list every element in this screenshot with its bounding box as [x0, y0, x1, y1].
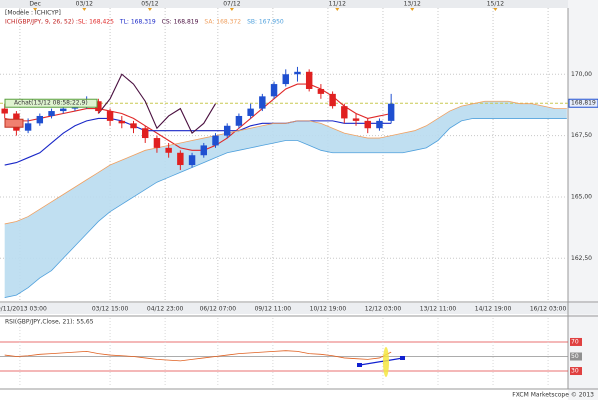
candle-body [106, 111, 114, 121]
candle-body [294, 71, 301, 75]
y-tick-label: 167,50 [571, 132, 592, 139]
candle-body [305, 71, 313, 89]
x-tick-label: 13/12 11:00 [420, 306, 457, 313]
x-top-tick-marker [229, 8, 234, 11]
buy-label: Achat(13/12 08:58;22,9) [14, 100, 88, 107]
candle-body [212, 135, 219, 146]
candle-body [60, 108, 67, 112]
x-top-tick-label: 07/12 [223, 1, 240, 8]
x-top-tick-marker [493, 8, 498, 11]
candle-body [200, 145, 207, 156]
candle-body [130, 123, 137, 129]
legend-entry: SB: 167,950 [247, 19, 284, 26]
x-top-tick-label: 13/12 [404, 1, 421, 8]
candle-body [223, 125, 231, 136]
legend-entry: SL: 168,425 [78, 19, 114, 26]
x-top-tick-marker [147, 8, 152, 11]
x-tick-label: 29/11/2013 03:00 [0, 306, 47, 313]
y-tick-label: 162,50 [571, 255, 592, 262]
x-top-tick-marker [335, 8, 340, 11]
x-tick-label: 16/12 03:00 [530, 306, 567, 313]
candle-body [235, 115, 243, 126]
indicator-line [4, 83, 392, 151]
candle-body [282, 74, 289, 85]
candle-body [341, 106, 348, 119]
candle-body [95, 101, 102, 112]
candle-body [1, 108, 8, 114]
x-top-tick-label: 15/12 [487, 1, 504, 8]
highlight [383, 347, 389, 377]
legend-entry: TL: 168,319 [119, 19, 156, 26]
candle-body [142, 128, 149, 139]
candle-body [317, 88, 325, 94]
candle-body [376, 120, 383, 129]
rsi-line [4, 350, 392, 362]
y-tick-label: 70 [571, 338, 579, 345]
candle-body [118, 120, 126, 124]
x-top-tick-marker [410, 8, 415, 11]
y-tick-label: 170,00 [571, 71, 592, 78]
x-tick-label: 03/12 15:00 [92, 306, 129, 313]
x-tick-label: 06/12 07:00 [200, 306, 237, 313]
model-label: [Modèle : ICHICYP] [5, 10, 61, 17]
trend-handle [357, 363, 362, 367]
level-tag [570, 367, 582, 376]
footer: FXCM Marketscope © 2013 [512, 392, 594, 399]
x-top-tick-marker [33, 8, 38, 11]
sell-box [4, 118, 24, 128]
x-top-tick-label: 05/12 [141, 1, 158, 8]
rsi-title: RSI(GBP/JPY,Close, 21): 55,65 [5, 319, 94, 326]
indicator-line [4, 117, 392, 166]
x-top-tick-label: 11/12 [329, 1, 346, 8]
bottom-strip [0, 303, 598, 314]
candle-body [247, 108, 254, 116]
x-tick-label: 10/12 19:00 [310, 306, 347, 313]
candle-body [153, 138, 161, 148]
x-tick-label: 09/12 11:00 [255, 306, 292, 313]
rsi-panel: 30 50 70 [0, 318, 582, 387]
candle-body [188, 155, 196, 166]
candle-body [177, 152, 184, 166]
y-tick-label: 30 [571, 368, 579, 375]
x-top-tick-label: 03/12 [76, 1, 93, 8]
buy-box [4, 98, 98, 108]
x-tick-label: 12/12 03:00 [365, 306, 402, 313]
price-box [568, 98, 598, 108]
y-tick-label: 50 [571, 353, 579, 360]
x-top-tick-marker [82, 8, 87, 11]
x-tick-label: 04/12 23:00 [147, 306, 184, 313]
x-tick-label: 14/12 19:00 [475, 306, 512, 313]
right-axis-strip [568, 0, 598, 400]
top-strip [0, 0, 598, 8]
trend-handle [400, 356, 405, 360]
candle-body [329, 93, 336, 107]
level-tag [570, 352, 582, 361]
indicator-line [4, 100, 567, 225]
candle-body [352, 118, 360, 121]
candle-body [387, 103, 395, 121]
indicator-line [97, 73, 216, 135]
legend-entry: SA: 168,372 [204, 19, 241, 26]
price-label: 168,819 [571, 100, 596, 107]
candle-body [48, 111, 55, 116]
y-tick-label: 165,00 [571, 193, 592, 200]
candle-body [270, 84, 278, 97]
legend-entry: CS: 168,819 [162, 19, 199, 26]
candle-body [259, 96, 266, 109]
candle-body [165, 147, 172, 153]
candle-body [36, 115, 44, 124]
candle-body [24, 123, 32, 131]
indicator-line [4, 118, 567, 298]
candle-body [364, 120, 371, 129]
main-panel: 162,50 165,00 167,50 170,00 29/11/2013 03:00… [0, 1, 598, 313]
level-tag [570, 337, 582, 346]
trend-line [359, 357, 404, 366]
x-top-tick-label: Dec [29, 1, 41, 8]
indicator-label: ICH(GBP/JPY, 9, 26, 52) : [5, 19, 78, 26]
